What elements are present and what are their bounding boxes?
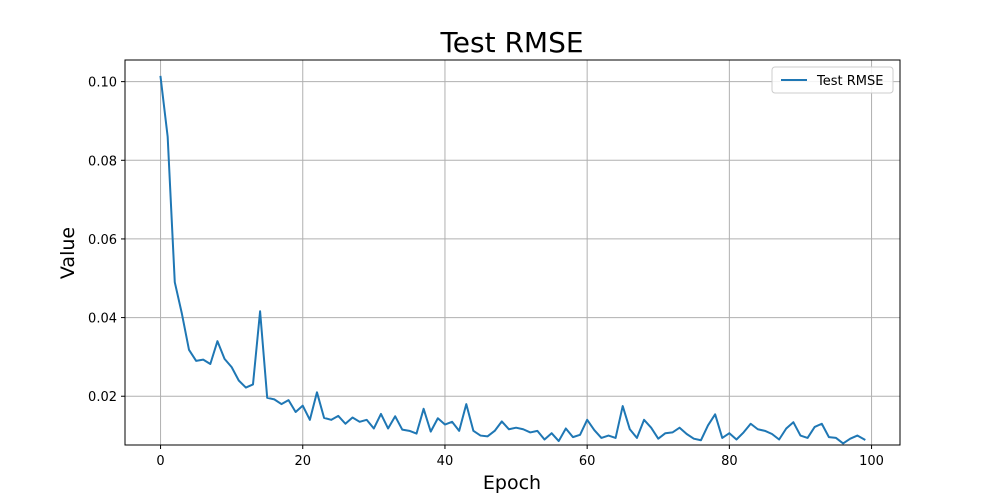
series-layer [159,75,866,445]
y-tick-label: 0.08 [88,154,117,169]
x-tick-label: 40 [437,454,454,469]
y-tick-label: 0.06 [88,233,117,248]
chart-title: Test RMSE [439,26,583,59]
x-tick-label: 100 [859,454,884,469]
x-tick-label: 80 [721,454,738,469]
y-tick-label: 0.10 [88,76,117,91]
x-axis-label: Epoch [483,472,541,494]
y-axis-ticks: 0.02 0.04 0.06 0.08 0.10 [88,76,125,405]
legend: Test RMSE [771,66,894,94]
y-axis-label: Value [57,227,79,279]
y-tick-label: 0.02 [88,390,117,405]
series-line [159,75,866,445]
x-tick-label: 60 [579,454,596,469]
legend-box [771,66,894,94]
x-axis-ticks: 0 20 40 60 80 100 [156,445,884,469]
y-tick-label: 0.04 [88,312,117,327]
grid [125,60,900,445]
plot-frame [124,59,901,446]
x-tick-label: 20 [294,454,311,469]
x-tick-label: 0 [156,454,164,469]
legend-label: Test RMSE [816,74,883,89]
